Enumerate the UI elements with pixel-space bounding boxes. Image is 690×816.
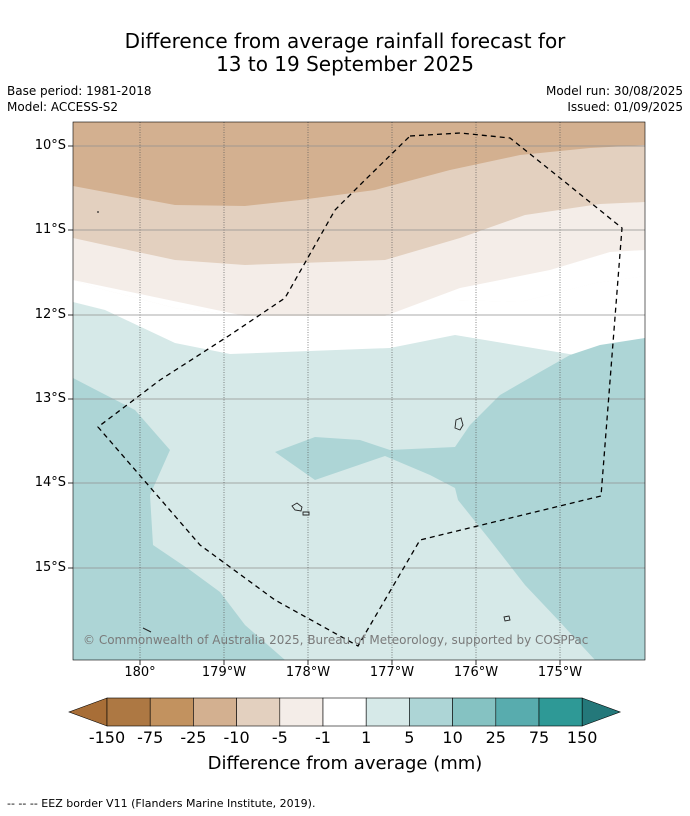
lat-label-15s: 15°S: [34, 560, 66, 575]
colorbar-tick-label: -1: [315, 728, 331, 747]
colorbar-tick-label: -25: [180, 728, 207, 747]
lat-label-13s: 13°S: [34, 391, 66, 406]
lat-label-10s: 10°S: [34, 138, 66, 153]
meta-left: Base period: 1981-2018 Model: ACCESS-S2: [7, 83, 152, 115]
copyright-notice: © Commonwealth of Australia 2025, Bureau…: [83, 633, 589, 647]
band-dry-25: [73, 122, 645, 206]
colorbar-extend-high: [581, 697, 622, 727]
colorbar-segment: [365, 697, 410, 727]
lat-label-14s: 14°S: [34, 475, 66, 490]
colorbar-tick-label: -5: [271, 728, 288, 747]
band-wet-5: [275, 338, 645, 660]
colorbar-segment: [452, 697, 497, 727]
lon-label-177w: 177°W: [369, 665, 415, 680]
colorbar-tick-label: -75: [137, 728, 164, 747]
model-name: Model: ACCESS-S2: [7, 100, 119, 114]
map-frame: [72, 121, 646, 661]
colorbar-segment: [106, 697, 151, 727]
axis-ticks: [68, 145, 561, 665]
lon-label-180: 180°: [124, 665, 156, 680]
island-reef: [142, 627, 152, 633]
colorbar-tick-label: 5: [404, 728, 415, 747]
latitude-gridlines: [73, 145, 645, 569]
colorbar-title: Difference from average (mm): [207, 753, 483, 774]
colorbar-segment: [409, 697, 453, 727]
eez-footnote: -- -- -- EEZ border V11 (Flanders Marine…: [7, 797, 316, 810]
model-run: Model run: 30/08/2025: [545, 84, 683, 98]
colorbar-tick-label: -150: [88, 728, 126, 747]
colorbar-segment: [236, 697, 281, 727]
lat-label-11s: 11°S: [34, 222, 66, 237]
island-dot: [97, 211, 99, 213]
band-wet-5-west: [73, 378, 285, 660]
colorbar-tick-label: 150: [566, 728, 598, 747]
meta-right: Model run: 30/08/2025 Issued: 01/09/2025: [546, 83, 683, 115]
title-line-2: 13 to 19 September 2025: [216, 52, 474, 76]
colorbar-segment: [322, 697, 367, 727]
colorbar-tick-label: 75: [528, 728, 550, 747]
base-period: Base period: 1981-2018: [7, 84, 152, 98]
colorbar-segment: [538, 697, 583, 727]
lat-label-12s: 12°S: [34, 307, 66, 322]
colorbar-segment: [193, 697, 237, 727]
longitude-gridlines: [139, 122, 561, 660]
island-swains: [454, 417, 464, 431]
colorbar-tick-label: 10: [442, 728, 463, 747]
issued-date: Issued: 01/09/2025: [567, 100, 683, 114]
island-atafu: [291, 502, 303, 512]
colorbar-tick-label: 25: [485, 728, 506, 747]
lon-label-179w: 179°W: [201, 665, 247, 680]
colorbar-segment: [279, 697, 324, 727]
map-title: Difference from average rainfall forecas…: [0, 30, 690, 76]
title-line-1: Difference from average rainfall forecas…: [124, 29, 566, 53]
colorbar-extend-low: [68, 697, 108, 727]
eez-border: [97, 132, 623, 647]
colorbar: [68, 697, 622, 727]
colorbar-tick-label: -10: [223, 728, 250, 747]
map-plot-area: [73, 122, 645, 660]
lon-label-178w: 178°W: [285, 665, 331, 680]
island-nukunonu: [503, 615, 511, 622]
island-atafu-2: [302, 511, 310, 516]
colorbar-tick-label: 1: [361, 728, 372, 747]
colorbar-segment: [495, 697, 540, 727]
lon-label-176w: 176°W: [453, 665, 499, 680]
lon-label-175w: 175°W: [537, 665, 583, 680]
colorbar-segment: [149, 697, 194, 727]
